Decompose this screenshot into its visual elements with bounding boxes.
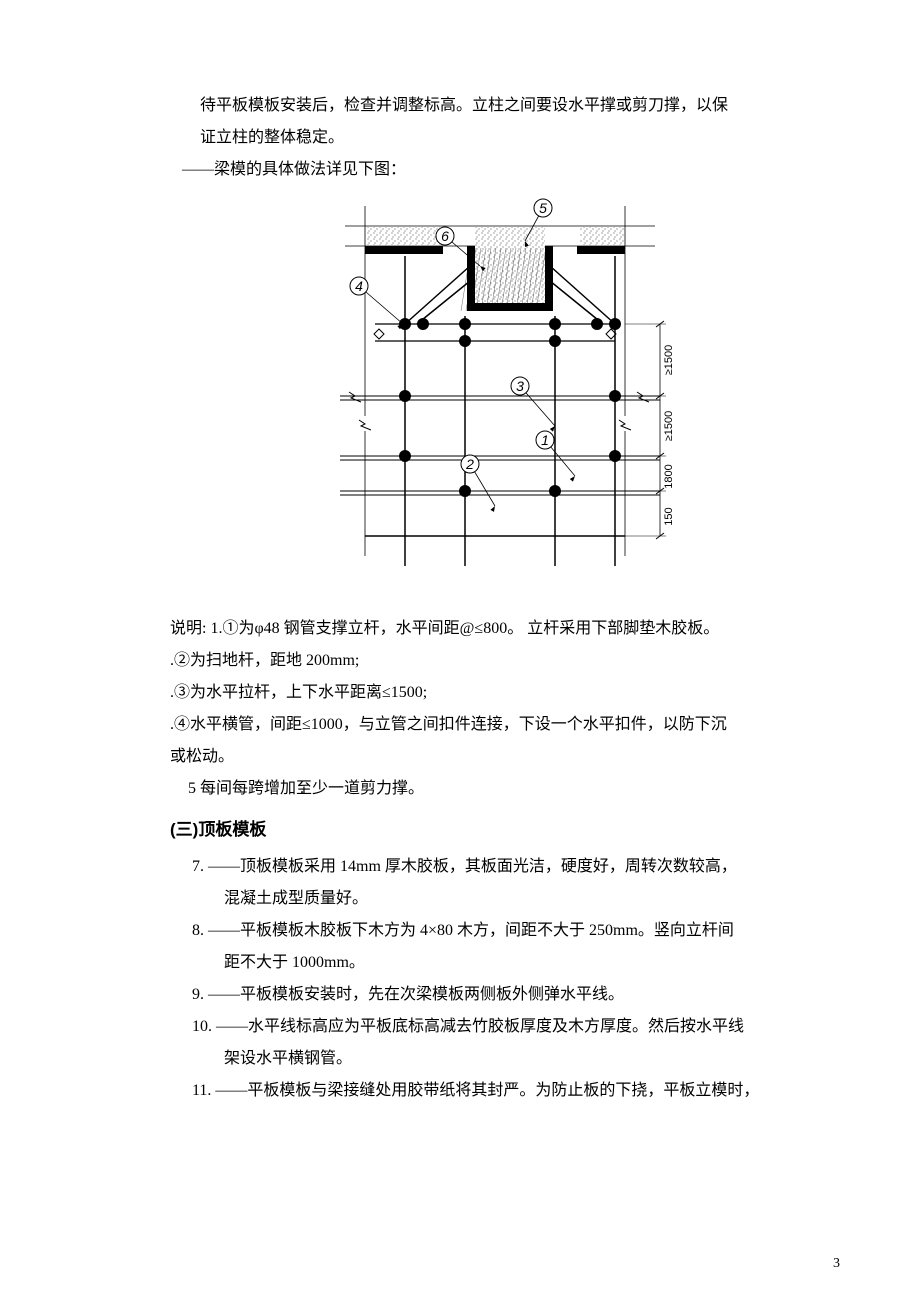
item-number: 8. [192, 922, 204, 939]
diagram-svg: 5 6 4 3 1 2 ≥1500 ≥1500 1800 150 [295, 196, 695, 576]
item-number: 10. [192, 1018, 212, 1035]
svg-text:≥1500: ≥1500 [663, 345, 675, 376]
list-item: 8. ——平板模板木胶板下木方为 4×80 木方，间距不大于 250mm。竖向立… [170, 915, 820, 979]
svg-text:150: 150 [663, 507, 675, 525]
list-item: 7. ——顶板模板采用 14mm 厚木胶板，其板面光洁，硬度好，周转次数较高， 混… [170, 851, 820, 915]
svg-text:1800: 1800 [663, 464, 675, 488]
explain-5-row: . 5 每间每跨增加至少一道剪力撑。 [170, 773, 820, 805]
explain-4b: 或松动。 [170, 741, 820, 773]
list-item: 11. ——平板模板与梁接缝处用胶带纸将其封严。为防止板的下挠，平板立模时， [170, 1075, 820, 1107]
svg-text:2: 2 [465, 456, 474, 472]
explain-5-dot: . [300, 773, 304, 805]
item-text: ——水平线标高应为平板底标高减去竹胶板厚度及木方厚度。然后按水平线 [216, 1018, 744, 1035]
item-text-2: 距不大于 1000mm。 [224, 947, 365, 979]
item-text: ——顶板模板采用 14mm 厚木胶板，其板面光洁，硬度好，周转次数较高， [208, 858, 737, 875]
list-item: 10. ——水平线标高应为平板底标高减去竹胶板厚度及木方厚度。然后按水平线架设水… [170, 1011, 820, 1075]
svg-text:5: 5 [539, 200, 547, 216]
svg-text:6: 6 [441, 228, 449, 244]
item-text: ——平板模板木胶板下木方为 4×80 木方，间距不大于 250mm。竖向立杆间 [208, 922, 734, 939]
item-text-2: 架设水平横钢管。 [224, 1043, 352, 1075]
list-item: 9. ——平板模板安装时，先在次梁模板两侧板外侧弹水平线。 [170, 979, 820, 1011]
explain-2: .②为扫地杆，距地 200mm; [170, 645, 820, 677]
intro-line-2: 证立柱的整体稳定。 [200, 122, 820, 154]
intro-block: 待平板模板安装后，检查并调整标高。立柱之间要设水平撑或剪刀撑，以保 证立柱的整体… [170, 90, 820, 154]
intro-line-1: 待平板模板安装后，检查并调整标高。立柱之间要设水平撑或剪刀撑，以保 [200, 90, 820, 122]
item-number: 11. [192, 1082, 211, 1099]
explanation-block: 说明: 1.①为φ48 钢管支撑立杆，水平间距@≤800。 立杆采用下部脚垫木胶… [170, 613, 820, 805]
page-number: 3 [833, 1256, 840, 1272]
explain-3: .③为水平拉杆，上下水平距离≤1500; [170, 677, 820, 709]
svg-text:4: 4 [355, 278, 363, 294]
svg-text:≥1500: ≥1500 [663, 411, 675, 442]
svg-text:3: 3 [516, 378, 524, 394]
document-page: 待平板模板安装后，检查并调整标高。立柱之间要设水平撑或剪刀撑，以保 证立柱的整体… [0, 0, 920, 1107]
item-number: 7. [192, 858, 204, 875]
explain-4: .④水平横管，间距≤1000，与立管之间扣件连接，下设一个水平扣件，以防下沉 [170, 709, 820, 741]
svg-text:1: 1 [541, 432, 549, 448]
beam-formwork-diagram: 5 6 4 3 1 2 ≥1500 ≥1500 1800 150 [170, 196, 820, 588]
intro-line-3: ——梁模的具体做法详见下图： [170, 154, 820, 186]
item-number: 9. [192, 986, 204, 1003]
item-text: ——平板模板安装时，先在次梁模板两侧板外侧弹水平线。 [208, 986, 624, 1003]
item-text-2: 混凝土成型质量好。 [224, 883, 368, 915]
section-3-list: 7. ——顶板模板采用 14mm 厚木胶板，其板面光洁，硬度好，周转次数较高， 混… [170, 851, 820, 1107]
explain-5: 5 每间每跨增加至少一道剪力撑。 [170, 780, 424, 797]
section-3-title: (三)顶板模板 [170, 813, 820, 847]
item-text: ——平板模板与梁接缝处用胶带纸将其封严。为防止板的下挠，平板立模时， [215, 1082, 759, 1099]
explain-1: 说明: 1.①为φ48 钢管支撑立杆，水平间距@≤800。 立杆采用下部脚垫木胶… [170, 613, 820, 645]
